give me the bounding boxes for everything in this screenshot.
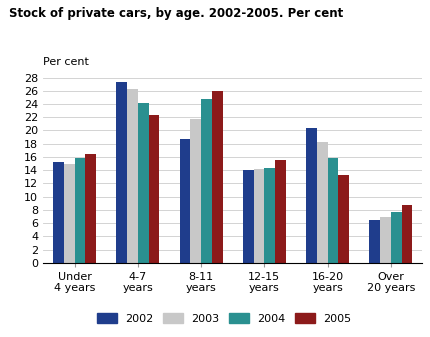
Bar bbox=[64, 163, 74, 263]
Bar bbox=[379, 216, 390, 263]
Bar bbox=[116, 82, 127, 263]
Bar bbox=[264, 167, 274, 263]
Bar bbox=[338, 176, 348, 263]
Text: Per cent: Per cent bbox=[43, 57, 89, 67]
Bar bbox=[274, 160, 285, 263]
Bar bbox=[85, 154, 96, 263]
Bar bbox=[148, 115, 159, 263]
Bar bbox=[201, 99, 212, 263]
Bar bbox=[53, 162, 64, 263]
Bar bbox=[253, 169, 264, 263]
Bar bbox=[190, 119, 201, 263]
Bar bbox=[179, 139, 190, 263]
Bar bbox=[390, 212, 401, 263]
Bar bbox=[305, 128, 316, 263]
Legend: 2002, 2003, 2004, 2005: 2002, 2003, 2004, 2005 bbox=[92, 308, 355, 328]
Bar bbox=[127, 89, 138, 263]
Bar bbox=[138, 103, 148, 263]
Bar bbox=[327, 158, 338, 263]
Bar bbox=[316, 142, 327, 263]
Bar bbox=[401, 205, 412, 263]
Bar bbox=[242, 170, 253, 263]
Bar bbox=[74, 158, 85, 263]
Text: Stock of private cars, by age. 2002-2005. Per cent: Stock of private cars, by age. 2002-2005… bbox=[9, 7, 342, 20]
Bar bbox=[212, 91, 222, 263]
Bar bbox=[369, 220, 379, 263]
